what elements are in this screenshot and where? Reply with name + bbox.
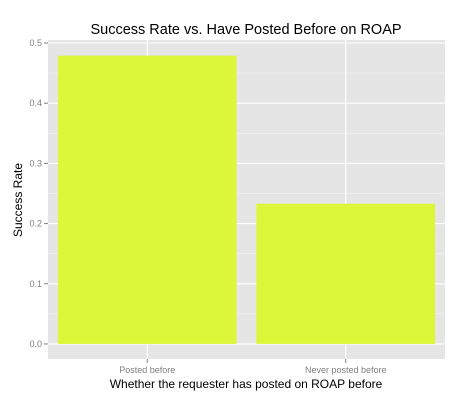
bar-posted-before xyxy=(57,55,237,344)
y-tick-label: 0.2 xyxy=(29,219,42,229)
x-tick-label: Never posted before xyxy=(305,365,387,375)
x-tick-label: Posted before xyxy=(119,365,175,375)
x-axis-label: Whether the requester has posted on ROAP… xyxy=(110,377,383,391)
y-tick-label: 0.1 xyxy=(29,279,42,289)
y-axis-ticks: 0.0 0.1 0.2 0.3 0.4 0.5 xyxy=(29,38,48,349)
y-tick-label: 0.5 xyxy=(29,38,42,48)
y-axis-label: Success Rate xyxy=(11,163,25,237)
bars xyxy=(57,55,436,344)
x-axis-ticks: Posted before Never posted before xyxy=(119,359,387,375)
y-tick-label: 0.0 xyxy=(29,339,42,349)
y-tick-label: 0.4 xyxy=(29,98,42,108)
bar-never-posted-before xyxy=(256,203,436,344)
y-tick-label: 0.3 xyxy=(29,158,42,168)
chart-title: Success Rate vs. Have Posted Before on R… xyxy=(90,22,401,38)
